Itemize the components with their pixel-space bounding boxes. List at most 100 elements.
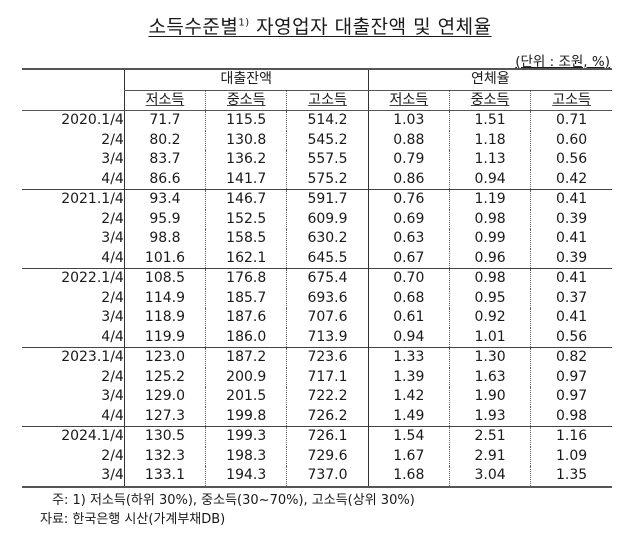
cell-loan-mid: 199.3 [205, 426, 287, 447]
row-label: 3/4 [101, 309, 124, 326]
cell-loan-mid: 187.6 [205, 308, 287, 328]
cell-rate-mid: 0.92 [448, 308, 531, 328]
cell-loan-mid: 176.8 [205, 268, 287, 289]
cell-rate-mid: 2.91 [448, 446, 531, 466]
cell-loan-low: 83.7 [123, 150, 206, 170]
row-label: 2/4 [101, 368, 124, 385]
cell-rate-high: 0.56 [530, 150, 612, 170]
cell-loan-low: 108.5 [123, 268, 206, 289]
table-body: 2020.1/4 71.7 115.5 514.2 1.03 1.51 0.71 2/4 80.… [22, 110, 612, 488]
table-row: 2024.1/4 130.5 199.3 726.1 1.54 2.51 1.16 [22, 426, 612, 447]
table-row: 2020.1/4 71.7 115.5 514.2 1.03 1.51 0.71 [22, 110, 612, 131]
cell-loan-high: 545.2 [286, 130, 369, 150]
cell-rate-high: 0.39 [530, 209, 612, 229]
row-label: 4/4 [101, 170, 124, 187]
cell-loan-mid: 198.3 [205, 446, 287, 466]
cell-loan-mid: 146.7 [205, 189, 287, 210]
cell-rate-low: 0.67 [367, 248, 450, 269]
cell-loan-high: 723.6 [286, 347, 369, 368]
cell-loan-low: 119.9 [123, 327, 206, 348]
col-header-rate-low: 저소득 [367, 90, 450, 111]
cell-rate-low: 0.63 [367, 229, 450, 249]
cell-rate-low: 1.42 [367, 387, 450, 407]
cell-loan-high: 575.2 [286, 169, 369, 190]
cell-loan-low: 133.1 [123, 466, 206, 488]
cell-loan-high: 693.6 [286, 288, 369, 308]
cell-loan-high: 591.7 [286, 189, 369, 210]
cell-rate-high: 0.37 [530, 288, 612, 308]
cell-rate-mid: 3.04 [448, 466, 531, 488]
cell-loan-high: 722.2 [286, 387, 369, 407]
group-header-loan-balance: 대출잔액 [123, 68, 369, 91]
cell-loan-low: 132.3 [123, 446, 206, 466]
table-row: 3/4 83.7 136.2 557.5 0.79 1.13 0.56 [22, 150, 612, 170]
cell-loan-mid: 162.1 [205, 248, 287, 269]
cell-rate-mid: 1.13 [448, 150, 531, 170]
cell-loan-low: 71.7 [123, 110, 206, 131]
cell-loan-low: 130.5 [123, 426, 206, 447]
cell-loan-low: 118.9 [123, 308, 206, 328]
table-row: 3/4 129.0 201.5 722.2 1.42 1.90 0.97 [22, 387, 612, 407]
table-row: 2/4 125.2 200.9 717.1 1.39 1.63 0.97 [22, 367, 612, 387]
cell-loan-mid: 136.2 [205, 150, 287, 170]
row-label: 2/4 [101, 131, 124, 148]
cell-loan-high: 726.2 [286, 406, 369, 427]
table-row: 4/4 101.6 162.1 645.5 0.67 0.96 0.39 [22, 248, 612, 269]
row-label: 2020.1/4 [61, 112, 124, 129]
cell-rate-high: 0.71 [530, 110, 612, 131]
cell-rate-low: 1.33 [367, 347, 450, 368]
cell-rate-low: 1.54 [367, 426, 450, 447]
cell-loan-low: 129.0 [123, 387, 206, 407]
cell-loan-high: 737.0 [286, 466, 369, 488]
cell-rate-mid: 1.63 [448, 367, 531, 387]
row-label: 2/4 [101, 447, 124, 464]
table-row: 3/4 133.1 194.3 737.0 1.68 3.04 1.35 [22, 466, 612, 488]
cell-rate-high: 0.39 [530, 248, 612, 269]
table-row: 2/4 95.9 152.5 609.9 0.69 0.98 0.39 [22, 209, 612, 229]
cell-rate-mid: 0.98 [448, 209, 531, 229]
cell-rate-mid: 0.99 [448, 229, 531, 249]
cell-rate-mid: 0.95 [448, 288, 531, 308]
cell-rate-low: 0.70 [367, 268, 450, 289]
cell-rate-low: 0.88 [367, 130, 450, 150]
cell-loan-mid: 187.2 [205, 347, 287, 368]
title-footnote-marker: 1) [238, 17, 250, 29]
cell-rate-high: 0.42 [530, 169, 612, 190]
table-row: 4/4 86.6 141.7 575.2 0.86 0.94 0.42 [22, 169, 612, 190]
row-label: 2021.1/4 [22, 189, 125, 210]
cell-loan-mid: 158.5 [205, 229, 287, 249]
cell-loan-low: 127.3 [123, 406, 206, 427]
row-label: 3/4 [101, 388, 124, 405]
cell-rate-mid: 2.51 [448, 426, 531, 447]
table-row: 2023.1/4 123.0 187.2 723.6 1.33 1.30 0.82 [22, 347, 612, 368]
row-label: 3/4 [101, 230, 124, 247]
unit-label: (단위 : 조원, %) [515, 54, 610, 70]
row-label: 3/4 [22, 466, 125, 488]
cell-loan-mid: 152.5 [205, 209, 287, 229]
cell-loan-low: 98.8 [123, 229, 206, 249]
cell-loan-mid: 201.5 [205, 387, 287, 407]
row-label: 2/4 [101, 210, 124, 227]
cell-loan-mid: 186.0 [205, 327, 287, 348]
cell-rate-high: 0.41 [530, 189, 612, 210]
cell-loan-high: 514.2 [286, 110, 369, 131]
row-label: 4/4 [101, 407, 124, 424]
row-label: 4/4 [101, 249, 124, 266]
cell-loan-high: 713.9 [286, 327, 369, 348]
cell-loan-low: 123.0 [123, 347, 206, 368]
cell-rate-mid: 1.01 [448, 327, 531, 348]
cell-rate-high: 0.56 [530, 327, 612, 348]
cell-loan-low: 80.2 [123, 130, 206, 150]
cell-rate-mid: 1.93 [448, 406, 531, 427]
table-row: 2022.1/4 108.5 176.8 675.4 0.70 0.98 0.41 [22, 268, 612, 289]
cell-loan-low: 95.9 [123, 209, 206, 229]
cell-rate-mid: 1.51 [448, 110, 531, 131]
cell-loan-high: 717.1 [286, 367, 369, 387]
cell-loan-high: 645.5 [286, 248, 369, 269]
cell-rate-mid: 1.90 [448, 387, 531, 407]
cell-loan-mid: 115.5 [205, 110, 287, 131]
cell-rate-low: 1.39 [367, 367, 450, 387]
cell-loan-mid: 185.7 [205, 288, 287, 308]
cell-loan-mid: 199.8 [205, 406, 287, 427]
cell-rate-mid: 1.18 [448, 130, 531, 150]
